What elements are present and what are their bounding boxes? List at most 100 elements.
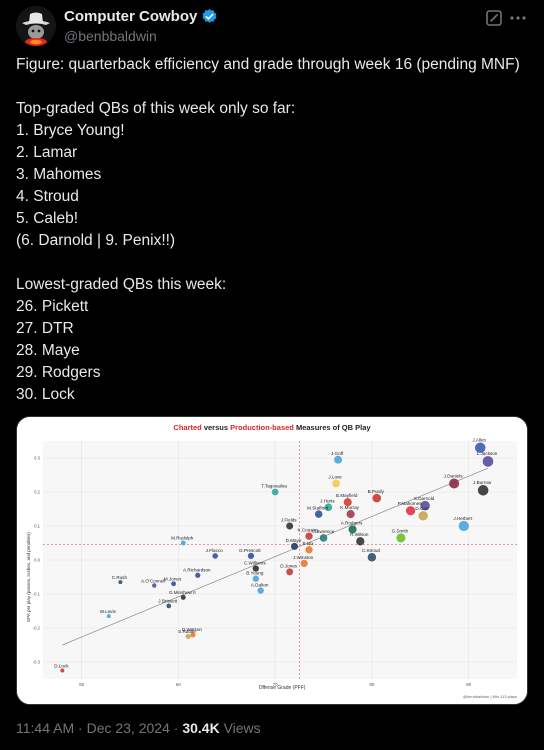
qb-point: [458, 520, 469, 532]
y-tick-label: 0.3: [34, 456, 40, 461]
qb-point: [300, 559, 308, 568]
qb-point-label: B.Mayfield: [336, 493, 358, 498]
chart-watermark: @benbbaldwin | Min 113 plays: [463, 694, 517, 699]
qb-point: [290, 542, 299, 550]
tweet-line: (6. Darnold | 9. Penix!!): [16, 232, 176, 249]
y-tick-label: -0.1: [33, 592, 41, 597]
qb-scatter-chart: Charted versus Production-based Measures…: [17, 417, 527, 704]
qb-point-label: A.Rodgers: [341, 520, 363, 525]
qb-point: [334, 455, 342, 464]
qb-point: [106, 614, 111, 619]
qb-point: [252, 565, 259, 572]
chart-trendline: [62, 467, 489, 646]
qb-point-label: J.Burrow: [473, 480, 492, 485]
x-tick-label: 90: [466, 682, 472, 687]
tweet-header: Computer Cowboy @benbbaldwin: [16, 6, 528, 46]
qb-point-label: T.Tagovailoa: [261, 484, 287, 489]
qb-point-label: J.Goff: [331, 451, 344, 456]
qb-point: [367, 553, 377, 562]
qb-point-label: L.Jackson: [477, 451, 498, 456]
qb-point: [396, 533, 406, 543]
trend-line: [62, 467, 489, 646]
chart-title-part: Measures of QB Play: [294, 423, 372, 432]
qb-point-label: K.Murray: [340, 505, 359, 510]
tweet-line: 4. Stroud: [16, 188, 79, 205]
qb-point-label: J.Flacco: [206, 548, 224, 553]
x-tick-label: 80: [369, 682, 375, 687]
qb-point: [324, 503, 333, 512]
tweet-line: 3. Mahomes: [16, 166, 102, 183]
y-tick-label: 0.1: [34, 524, 40, 529]
qb-point: [343, 498, 352, 507]
more-button[interactable]: [508, 8, 528, 28]
tweet-time[interactable]: 11:44 AM: [16, 720, 75, 736]
qb-point: [332, 479, 341, 488]
views-label: Views: [223, 720, 261, 736]
y-axis-label: EPA per play (passes, rushes, and penalt…: [26, 532, 31, 622]
qb-point: [171, 581, 176, 587]
cowboy-avatar-icon: [16, 6, 56, 46]
qb-point-label: J.Winston: [293, 555, 314, 560]
qb-point-label: J.Fields: [281, 518, 298, 523]
y-tick-label: -0.3: [33, 660, 41, 665]
qb-point: [118, 580, 123, 585]
chart-title-part: Production-based: [230, 423, 294, 432]
qb-point-label: D.Prescott: [239, 548, 261, 553]
y-tick-label: 0.2: [34, 490, 40, 495]
tweet-date[interactable]: Dec 23, 2024: [86, 720, 170, 736]
qb-point: [180, 594, 186, 600]
chart-points: [60, 442, 494, 673]
qb-point: [305, 546, 313, 554]
x-tick-label: 50: [79, 682, 85, 687]
qb-point-label: C.Williams: [244, 560, 266, 565]
chart-point-labels: J.Allen L.Jackson J.Goff J.Daniels J.Burrow J…: [54, 438, 498, 669]
qb-point: [449, 478, 460, 489]
avatar[interactable]: [16, 6, 56, 46]
tweet-text: Figure: quarterback efficiency and grade…: [16, 54, 528, 406]
y-tick-label: -0.2: [33, 626, 41, 631]
author-handle[interactable]: @benbbaldwin: [64, 28, 157, 44]
qb-point: [247, 552, 255, 560]
qb-point-label: M.Stafford: [307, 505, 329, 510]
qb-point: [348, 525, 357, 534]
x-tick-label: 60: [176, 682, 182, 687]
qb-point: [418, 511, 428, 521]
tweet-line: Top-graded QBs of this week only so far:: [16, 100, 296, 117]
qb-point: [195, 572, 201, 578]
views-count: 30.4K: [182, 720, 220, 736]
qb-point-label: R.Wilson: [350, 532, 369, 537]
qb-point-label: J.Love: [328, 475, 342, 480]
qb-point-label: D.Watson: [182, 627, 202, 632]
x-axis-label: Offense Grade (PFF): [259, 685, 306, 691]
tweet-footer: 11:44 AM · Dec 23, 2024 · 30.4K Views: [16, 720, 261, 736]
qb-point-label: S.Darnold: [414, 496, 435, 501]
chart-image[interactable]: Charted versus Production-based Measures…: [16, 416, 528, 705]
chart-title-part: versus: [202, 423, 230, 432]
y-tick-label: 0.0: [34, 558, 40, 563]
qb-point: [305, 532, 313, 540]
qb-point-label: D.Maye: [286, 538, 302, 543]
author-name[interactable]: Computer Cowboy: [64, 8, 198, 25]
qb-point: [474, 442, 486, 454]
qb-point-label: K.Cousins: [298, 528, 320, 533]
chart-title: Charted versus Production-based Measures…: [173, 423, 371, 432]
author-name-row[interactable]: Computer Cowboy: [64, 8, 218, 25]
qb-point-label: C.Rush: [112, 575, 128, 580]
qb-point-label: J.Hurts: [320, 498, 335, 503]
qb-point-label: B.Nix: [303, 541, 315, 546]
qb-point: [477, 485, 489, 496]
grok-button[interactable]: [484, 8, 504, 28]
qb-point-label: S.Rattler: [178, 629, 196, 634]
qb-point-label: D.Carr: [415, 506, 429, 511]
qb-point: [185, 633, 191, 640]
qb-point-label: M.Jones: [164, 576, 182, 581]
qb-point-label: A.Richardson: [183, 568, 211, 573]
footer-separator: ·: [173, 720, 179, 736]
footer-separator: ·: [78, 720, 83, 736]
qb-point-label: C.Stroud: [362, 548, 381, 553]
qb-point: [252, 575, 259, 582]
qb-point-label: P.Mahomes: [398, 501, 423, 506]
qb-point-label: J.Brissett: [158, 599, 178, 604]
grok-icon: [486, 10, 502, 26]
chart-reference-lines: [43, 441, 517, 679]
